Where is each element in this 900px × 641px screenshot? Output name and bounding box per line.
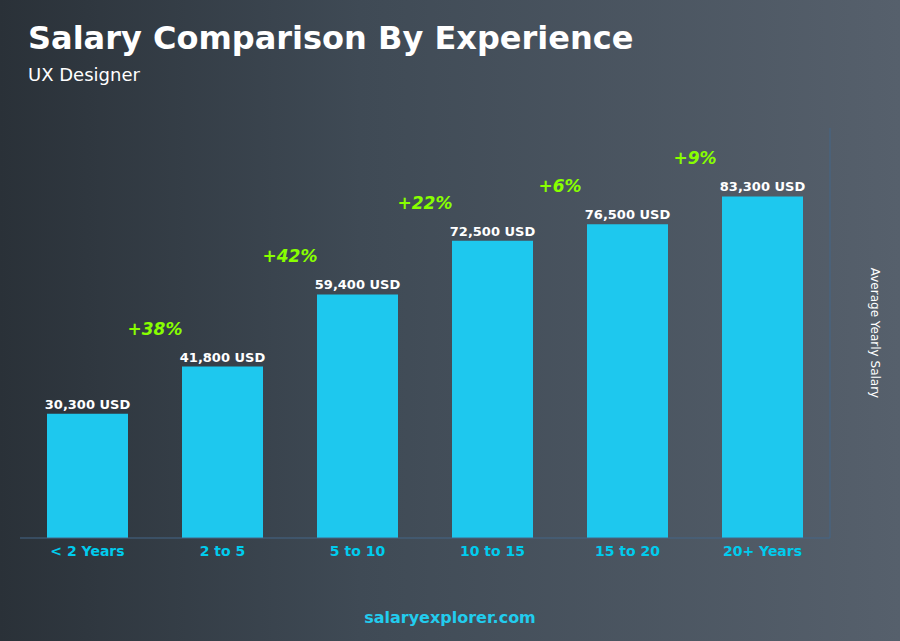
html-text:UX Designer: UX Designer bbox=[28, 64, 140, 85]
svg-text:+9%: +9% bbox=[673, 148, 716, 168]
svg-text:20+ Years: 20+ Years bbox=[723, 543, 802, 559]
svg-text:30,300 USD: 30,300 USD bbox=[45, 397, 131, 412]
svg-text:+22%: +22% bbox=[398, 193, 453, 213]
svg-text:59,400 USD: 59,400 USD bbox=[315, 277, 401, 292]
svg-text:76,500 USD: 76,500 USD bbox=[585, 207, 671, 222]
svg-text:72,500 USD: 72,500 USD bbox=[450, 224, 536, 239]
svg-text:< 2 Years: < 2 Years bbox=[50, 543, 124, 559]
svg-text:5 to 10: 5 to 10 bbox=[330, 543, 386, 559]
svg-text:+42%: +42% bbox=[263, 246, 318, 266]
svg-text:15 to 20: 15 to 20 bbox=[595, 543, 660, 559]
svg-text:2 to 5: 2 to 5 bbox=[200, 543, 246, 559]
html-text:salaryexplorer.com: salaryexplorer.com bbox=[364, 608, 536, 627]
svg-text:Average Yearly Salary: Average Yearly Salary bbox=[868, 268, 882, 398]
svg-text:+6%: +6% bbox=[538, 176, 581, 196]
svg-text:41,800 USD: 41,800 USD bbox=[180, 350, 266, 365]
svg-text:+38%: +38% bbox=[128, 319, 183, 339]
svg-text:10 to 15: 10 to 15 bbox=[460, 543, 525, 559]
html-text:Salary Comparison By Experienc: Salary Comparison By Experience bbox=[28, 19, 634, 57]
svg-text:83,300 USD: 83,300 USD bbox=[720, 179, 806, 194]
